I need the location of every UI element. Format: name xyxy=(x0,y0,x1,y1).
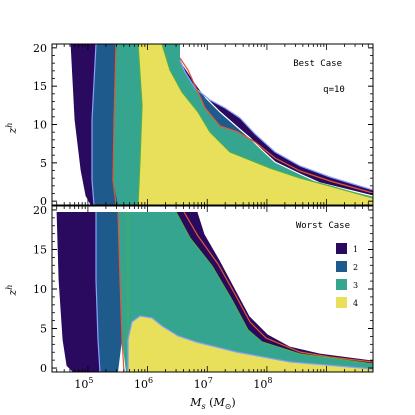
top-ytick-label-4: 20 xyxy=(33,42,47,55)
bottom-xtick-label-1: 106 xyxy=(134,376,153,391)
bottom-yaxis: 0 5 10 15 20 xyxy=(33,204,373,375)
top-regions xyxy=(52,44,373,205)
bottom-regions xyxy=(52,206,373,372)
top-ytick-label-3: 15 xyxy=(33,80,47,93)
top-contour-white-left xyxy=(69,44,91,205)
bottom-xtick-label-3: 108 xyxy=(253,376,272,391)
top-region-4 xyxy=(138,44,373,205)
bottom-xaxis: 105 106 107 108 xyxy=(56,206,374,391)
top-ytick-label-1: 5 xyxy=(40,157,47,170)
legend-label-3: 3 xyxy=(353,281,358,290)
legend-label-4: 4 xyxy=(353,299,358,308)
bottom-region-2 xyxy=(96,212,122,372)
bottom-xtick-label-0: 105 xyxy=(74,376,93,391)
top-region-1 xyxy=(70,44,96,205)
bottom-contour-green-right xyxy=(175,211,373,365)
bottom-contour-blue-4 xyxy=(127,315,373,372)
bottom-region-1 xyxy=(56,212,100,372)
bottom-ylabel: zh xyxy=(5,285,19,297)
x-axis-label: Ms (M⊙) xyxy=(189,396,235,411)
top-contour-white-right xyxy=(179,59,373,197)
top-ytick-label-2: 10 xyxy=(33,119,47,132)
legend-swatch-4 xyxy=(336,297,347,308)
legend-label-2: 2 xyxy=(353,263,358,272)
top-region-2-b xyxy=(180,44,373,193)
top-region-2 xyxy=(92,44,118,205)
bottom-ytick-label-1: 5 xyxy=(40,323,47,336)
top-ytick-label-0: 0 xyxy=(40,195,47,208)
legend-label-1: 1 xyxy=(353,245,358,254)
top-contour-blue-1 xyxy=(91,44,97,205)
top-contour-blue-right xyxy=(179,59,373,191)
bottom-panel: Worst Case 1 2 3 4 0 5 10 15 20 105 106 107 108 zh… xyxy=(5,204,374,411)
top-annotation-q: q=10 xyxy=(323,85,345,95)
top-region-3 xyxy=(113,44,142,205)
bottom-ytick-label-2: 10 xyxy=(33,283,47,296)
bottom-contour-white-right xyxy=(197,211,373,361)
legend-swatch-1 xyxy=(336,243,347,254)
bottom-region-4 xyxy=(128,316,373,372)
top-annotation-case: Best Case xyxy=(293,59,342,69)
legend: 1 2 3 4 xyxy=(336,243,358,308)
top-contour-red-1 xyxy=(112,44,117,205)
top-yaxis: 0 5 10 15 20 xyxy=(33,42,373,208)
top-contour-green-1 xyxy=(137,44,143,205)
bottom-region-3 xyxy=(118,212,373,372)
bottom-region-1-b xyxy=(176,212,373,364)
bottom-contour-white-left xyxy=(55,211,73,372)
bottom-contour-red-1 xyxy=(117,211,125,372)
bottom-annotation-case: Worst Case xyxy=(296,221,350,231)
bottom-xtick-label-2: 107 xyxy=(194,376,213,391)
legend-swatch-2 xyxy=(336,261,347,272)
top-ylabel: zh xyxy=(5,123,19,135)
bottom-contour-red-right xyxy=(183,211,373,363)
bottom-ytick-label-3: 15 xyxy=(33,243,47,256)
bottom-contour-blue-1 xyxy=(95,212,101,372)
bottom-ytick-label-0: 0 xyxy=(40,362,47,375)
top-contour-green-right xyxy=(161,44,373,199)
top-contour-red-right xyxy=(179,57,373,194)
bottom-ytick-label-4: 20 xyxy=(33,204,47,217)
top-region-3-b xyxy=(162,44,373,198)
top-panel: Best Case q=10 0 5 10 15 20 zh xyxy=(5,42,374,208)
top-xaxis xyxy=(56,44,374,205)
legend-swatch-3 xyxy=(336,279,347,290)
